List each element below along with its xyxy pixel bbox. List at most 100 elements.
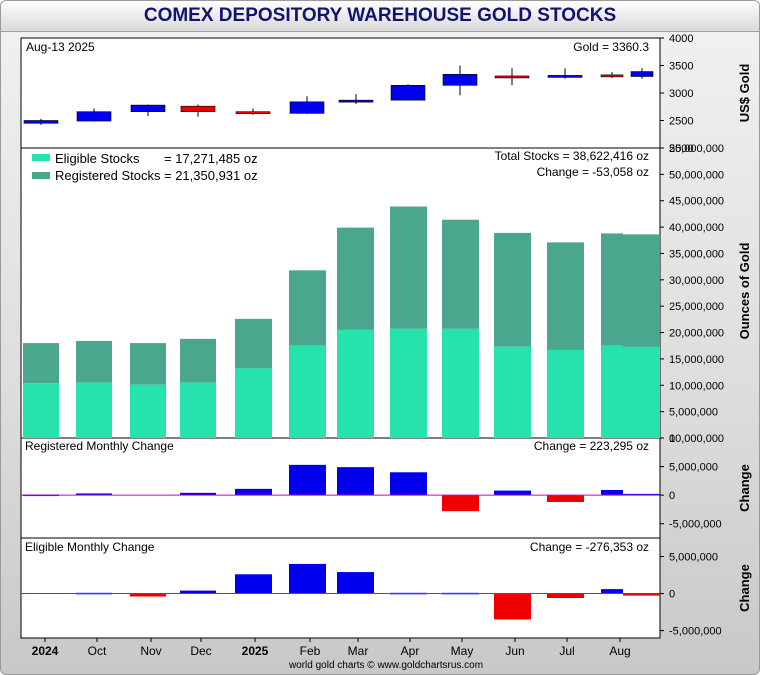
legend-value-registered: = 21,350,931 oz xyxy=(164,168,258,183)
gold-candle-body xyxy=(23,120,59,124)
stocks-y-tick-label: 20,000,000 xyxy=(669,328,724,340)
registered-monthly-change-bar xyxy=(390,472,427,496)
eligible-monthly-change-y-tick-label: 5,000,000 xyxy=(669,552,718,564)
registered-stocks-bar xyxy=(289,270,326,346)
stocks-y-tick-label: 30,000,000 xyxy=(669,275,724,287)
registered-stocks-bar xyxy=(23,343,59,384)
eligible-monthly-change-bar xyxy=(180,590,216,594)
gold-candle-body xyxy=(494,75,530,79)
gold-candle-body xyxy=(338,99,374,103)
registered-monthly-change-bar xyxy=(442,495,479,512)
legend-swatch-eligible xyxy=(32,154,50,161)
legend-swatch-registered xyxy=(32,172,50,179)
gold-candle-body xyxy=(130,104,166,112)
registered-monthly-change-axis-title: Change xyxy=(737,464,752,512)
stocks-y-tick-label: 50,000,000 xyxy=(669,169,724,181)
registered-stocks-bar xyxy=(442,219,479,329)
gold-date-label: Aug-13 2025 xyxy=(26,40,95,54)
registered-stocks-bar xyxy=(235,318,272,369)
registered-monthly-change-bar xyxy=(494,490,531,496)
stocks-y-tick-label: 40,000,000 xyxy=(669,222,724,234)
eligible-stocks-bar xyxy=(76,382,112,438)
x-axis-label: Aug xyxy=(609,644,630,658)
eligible-monthly-change-bar xyxy=(623,593,660,596)
eligible-monthly-change-bar xyxy=(547,593,584,598)
x-axis-label: 2025 xyxy=(242,644,269,658)
chart-svg: Aug-13 2025 Gold = 3360.3 4000 3500 3000 2500… xyxy=(20,33,752,671)
gold-y-tick-label: 4000 xyxy=(669,33,693,45)
eligible-stocks-bar xyxy=(601,345,623,438)
gold-candle-body xyxy=(547,75,583,78)
stocks-y-tick-label: 5,000,000 xyxy=(669,407,718,419)
eligible-stocks-bar xyxy=(235,368,272,438)
registered-monthly-change-bar xyxy=(337,467,374,496)
eligible-monthly-change-bar xyxy=(130,593,166,597)
eligible-monthly-change-bar xyxy=(289,563,326,594)
x-axis-label: May xyxy=(451,644,474,658)
gold-y-tick-label: 3500 xyxy=(669,61,693,73)
registered-monthly-change-y-tick-label: -5,000,000 xyxy=(669,519,722,531)
gold-candle-body xyxy=(442,73,478,86)
chart-title: COMEX DEPOSITORY WAREHOUSE GOLD STOCKS xyxy=(1,1,759,32)
legend-label-eligible: Eligible Stocks xyxy=(55,151,140,166)
panel-1-background xyxy=(20,37,661,149)
eligible-stocks-bar xyxy=(390,328,427,438)
stocks-y-tick-label: 35,000,000 xyxy=(669,248,724,260)
registered-stocks-bar xyxy=(390,206,427,329)
stocks-change-label: Change = -53,058 oz xyxy=(537,165,649,179)
legend-label-registered: Registered Stocks xyxy=(55,168,161,183)
x-axis-label: Oct xyxy=(88,644,107,658)
eligible-stocks-bar xyxy=(623,346,660,438)
eligible-monthly-change-bar xyxy=(337,572,374,594)
x-axis-label: Jun xyxy=(505,644,524,658)
registered-monthly-change-bar xyxy=(289,464,326,496)
eligible-monthly-change-y-tick-label: 0 xyxy=(669,589,675,601)
gold-candle-body xyxy=(600,74,624,78)
eligible-stocks-bar xyxy=(337,329,374,438)
gold-y-tick-label: 3000 xyxy=(669,88,693,100)
registered-monthly-change-bar xyxy=(180,492,216,496)
eligible-stocks-bar xyxy=(442,328,479,438)
stocks-y-tick-label: 15,000,000 xyxy=(669,354,724,366)
total-stocks-label: Total Stocks = 38,622,416 oz xyxy=(495,149,649,163)
eligible-stocks-bar xyxy=(494,346,531,438)
eligible-monthly-change-y-tick-label: -5,000,000 xyxy=(669,626,722,638)
registered-monthly-change-bar xyxy=(76,493,112,496)
registered-stocks-bar xyxy=(494,232,531,347)
eligible-stocks-bar xyxy=(180,382,216,438)
registered-monthly-change-y-tick-label: 10,000,000 xyxy=(669,433,724,445)
registered-monthly-change-y-tick-label: 0 xyxy=(669,490,675,502)
gold-candle-body xyxy=(180,105,216,112)
gold-price-label: Gold = 3360.3 xyxy=(573,40,649,54)
registered-stocks-bar xyxy=(76,340,112,383)
eligible-stocks-bar xyxy=(130,384,166,438)
gold-y-tick-label: 2500 xyxy=(669,116,693,128)
eligible-monthly-change-axis-title: Change xyxy=(737,564,752,612)
gold-candle-body xyxy=(630,71,654,77)
registered-stocks-bar xyxy=(180,338,216,383)
gold-axis-title: US$ Gold xyxy=(737,64,752,123)
gold-candle-body xyxy=(390,84,426,101)
registered-monthly-change-y-tick-label: 5,000,000 xyxy=(669,462,718,474)
registered-monthly-change-bar xyxy=(235,488,272,496)
stocks-y-tick-label: 55,000,000 xyxy=(669,143,724,155)
eligible-monthly-change-change-label: Change = -276,353 oz xyxy=(530,540,649,554)
legend-value-eligible: = 17,271,485 oz xyxy=(164,151,258,166)
registered-monthly-change-bar xyxy=(601,490,623,496)
x-axis-label: Apr xyxy=(401,644,420,658)
registered-stocks-bar xyxy=(601,233,623,346)
gold-candle-body xyxy=(289,101,325,114)
stocks-axis-title: Ounces of Gold xyxy=(737,243,752,340)
registered-monthly-change-bar xyxy=(547,495,584,502)
gold-candle-body xyxy=(235,111,271,114)
registered-monthly-change-bar xyxy=(623,493,660,496)
eligible-monthly-change-bar xyxy=(601,589,623,594)
stocks-y-tick-label: 25,000,000 xyxy=(669,301,724,313)
footer-credit: world gold charts © www.goldchartsrus.co… xyxy=(288,660,483,671)
registered-stocks-bar xyxy=(623,234,660,347)
stocks-y-tick-label: 45,000,000 xyxy=(669,196,724,208)
x-axis-label: Jul xyxy=(559,644,574,658)
x-axis-label: 2024 xyxy=(32,644,59,658)
eligible-monthly-change-bar xyxy=(494,593,531,620)
